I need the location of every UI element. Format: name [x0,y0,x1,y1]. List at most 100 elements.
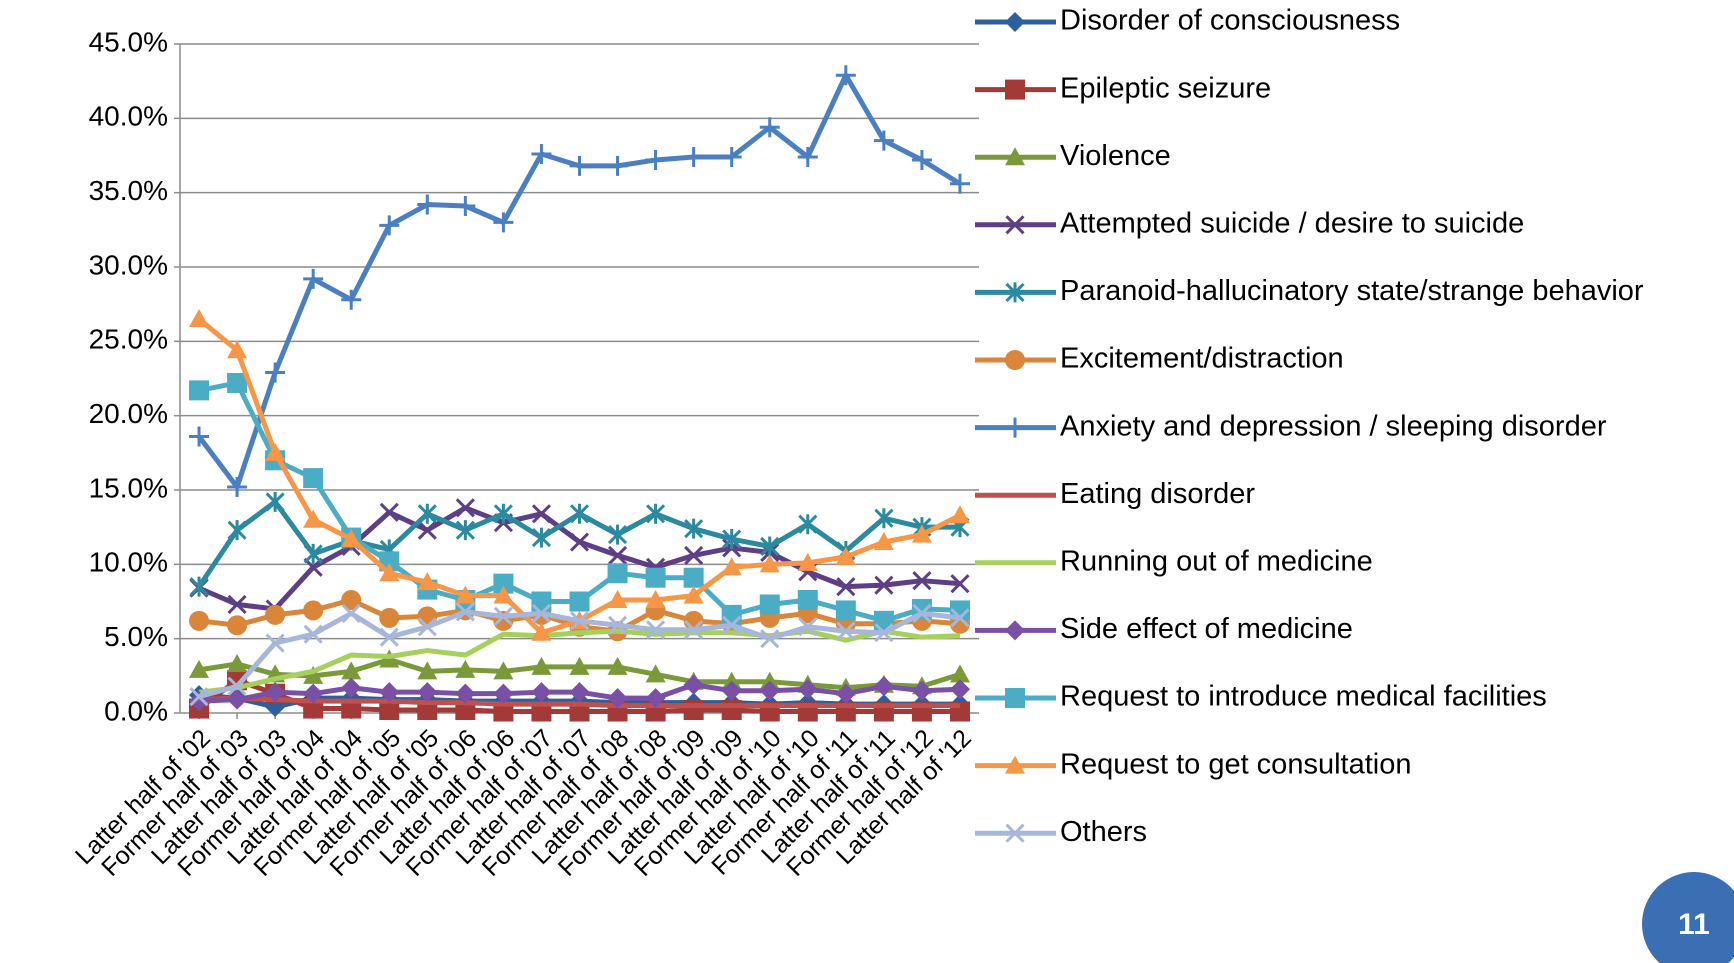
marker [303,624,323,644]
y-tick-label: 30.0% [89,249,168,280]
marker [417,520,437,540]
marker [493,683,514,704]
marker [341,661,362,680]
marker [379,563,400,582]
marker [379,502,399,522]
marker [760,629,780,649]
marker [303,665,324,684]
marker [227,653,248,672]
marker [569,682,590,703]
marker [949,505,970,524]
marker [835,65,856,86]
legend-label: Excitement/distraction [1060,343,1344,375]
marker [607,688,628,709]
marker [721,680,742,701]
legend-label: Anxiety and depression / sleeping disord… [1060,410,1607,442]
marker [874,623,894,643]
marker [189,610,210,631]
marker [684,545,704,565]
marker [607,524,628,545]
marker [455,520,475,541]
marker [227,676,247,696]
marker [683,585,704,604]
marker [721,557,742,576]
marker [227,477,248,498]
marker [455,196,476,217]
marker [189,576,209,597]
marker [417,661,438,680]
series [189,498,970,619]
marker [759,554,780,573]
marker [797,679,818,700]
y-tick-label: 25.0% [89,324,168,355]
marker [722,615,742,635]
marker [759,594,780,615]
marker [265,491,285,512]
legend-label: Side effect of medicine [1060,613,1353,645]
marker [265,633,285,653]
marker [569,532,590,552]
marker [189,426,210,447]
marker [189,687,209,707]
marker [797,552,818,571]
marker [1005,417,1025,438]
marker [873,532,894,551]
marker [531,527,552,548]
marker [417,194,438,215]
marker [912,571,932,591]
marker [911,524,932,543]
marker [303,543,323,564]
marker [1005,755,1025,774]
marker [227,520,247,541]
marker [265,682,286,703]
marker [1005,79,1025,100]
legend-label: Disorder of consciousness [1060,5,1400,37]
marker [835,683,856,704]
y-tick-label: 10.0% [89,547,168,578]
y-tick-label: 15.0% [89,472,168,503]
marker [531,656,552,675]
series [189,602,970,707]
marker [417,617,437,637]
marker [189,309,210,328]
marker [189,380,210,401]
marker [341,289,362,310]
marker [874,575,894,595]
marker [189,659,210,678]
marker [607,545,628,565]
marker [379,682,400,703]
marker [759,117,780,138]
series [198,695,960,709]
series [189,491,970,597]
marker [303,268,324,289]
marker [493,585,514,604]
marker [683,146,704,167]
marker [1005,282,1025,303]
marker [949,664,970,683]
marker [607,563,628,584]
marker [227,372,248,393]
marker [265,604,286,625]
marker [569,656,590,675]
marker [569,591,590,612]
marker [493,503,513,524]
marker [379,700,400,721]
marker [835,546,856,565]
marker [379,607,400,628]
legend-label: Others [1060,816,1147,848]
legend-label: Epileptic seizure [1060,72,1271,104]
marker [455,659,476,678]
marker [797,590,818,611]
marker [379,627,399,647]
marker [607,656,628,675]
marker [1005,823,1025,843]
marker [645,149,666,170]
marker [531,504,552,524]
marker [531,622,552,641]
marker [950,574,970,594]
marker [227,689,248,710]
marker [341,529,362,548]
marker [417,682,438,703]
marker [303,509,324,528]
